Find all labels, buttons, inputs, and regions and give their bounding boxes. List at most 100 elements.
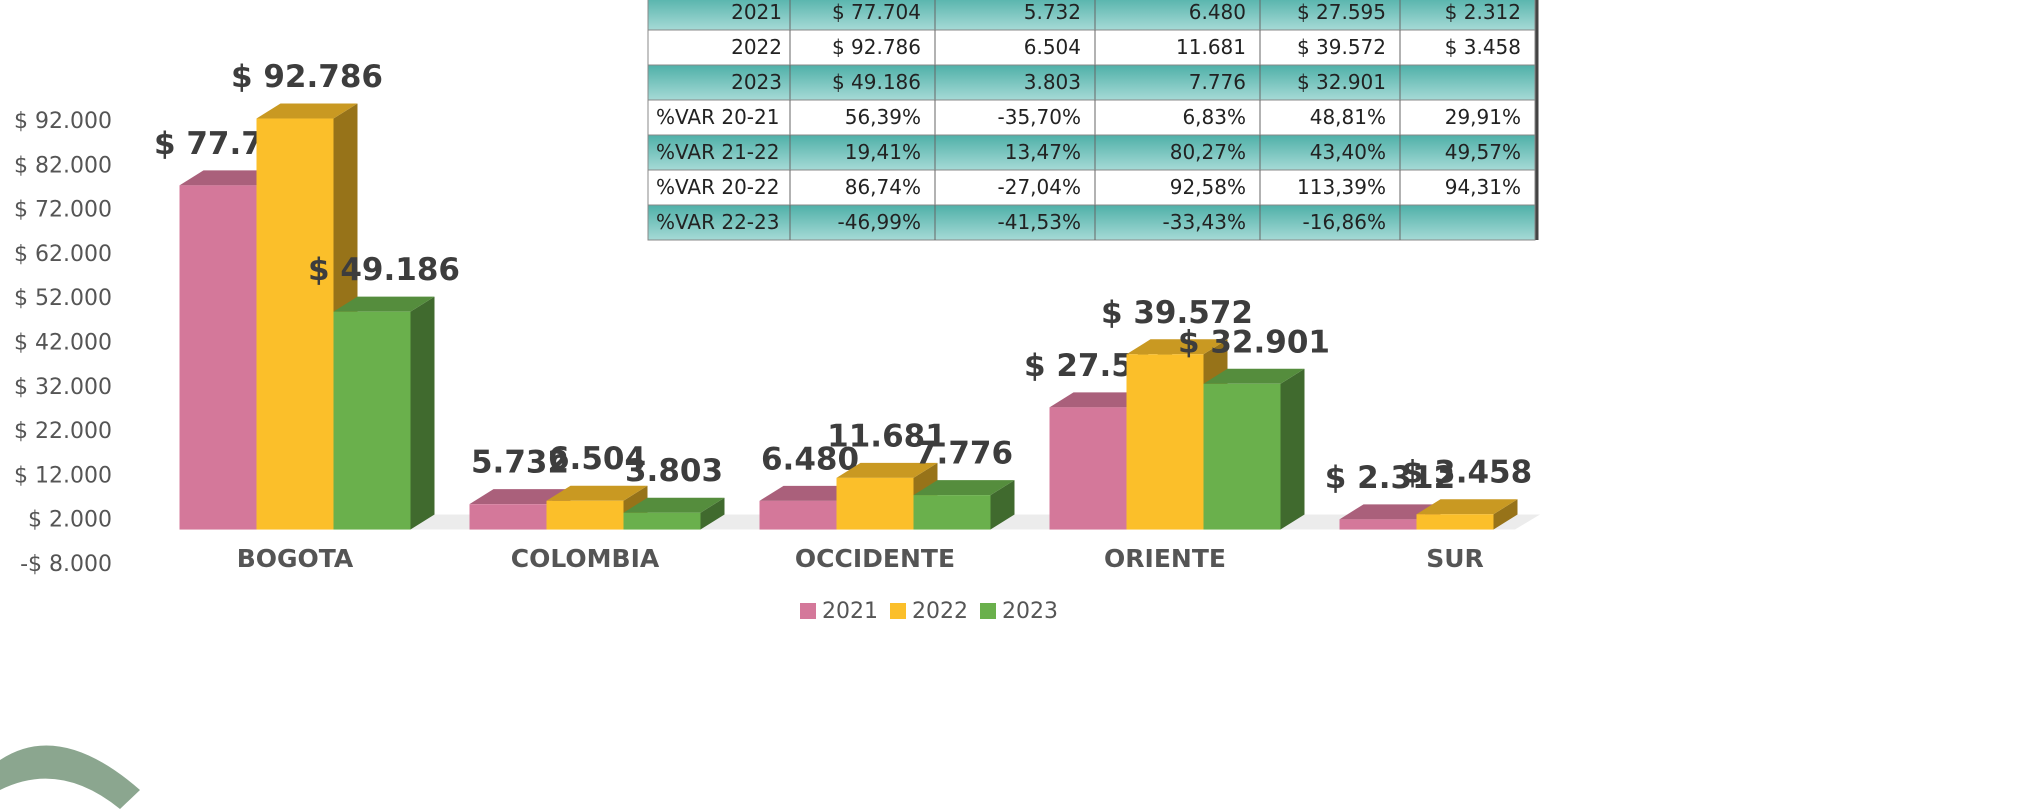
table-cell: $ 77.704 — [832, 0, 921, 24]
data-label: $ 2.312 — [1325, 460, 1455, 496]
data-label: $ 92.786 — [231, 59, 383, 95]
decoration — [0, 745, 140, 809]
bar-top — [546, 485, 648, 501]
y-tick-label: $ 32.000 — [14, 375, 112, 400]
bar-top — [1126, 339, 1228, 355]
bar-side — [990, 480, 1015, 530]
bar-top — [1203, 368, 1305, 384]
table-cell: -33,43% — [1163, 210, 1246, 234]
legend-label: 2023 — [1002, 599, 1058, 624]
bar-top — [913, 480, 1015, 496]
data-label: 11.681 — [827, 418, 947, 454]
table-row — [647, 29, 1536, 66]
x-tick-label: SUR — [1426, 544, 1484, 573]
table-cell: 7.776 — [1189, 70, 1246, 94]
bar — [759, 500, 837, 530]
bar — [1339, 519, 1417, 530]
table-cell: 48,81% — [1310, 105, 1386, 129]
y-tick-label: $ 42.000 — [14, 331, 112, 356]
table-row — [647, 0, 1536, 31]
table-cell: -41,53% — [998, 210, 1081, 234]
bar-top — [469, 489, 571, 505]
table-cell: $ 32.901 — [1297, 70, 1386, 94]
y-tick-label: $ 2.000 — [28, 508, 112, 533]
y-tick-label: $ 82.000 — [14, 153, 112, 178]
legend-swatch — [890, 603, 906, 619]
table-cell: $ 49.186 — [832, 70, 921, 94]
table-cell: 6,83% — [1182, 105, 1246, 129]
data-label: $ 39.572 — [1101, 295, 1253, 331]
bar — [913, 495, 991, 530]
table-cell: 2021 — [731, 0, 782, 24]
legend-swatch — [980, 603, 996, 619]
x-tick-label: COLOMBIA — [511, 544, 660, 573]
table-cell: $ 3.458 — [1445, 35, 1521, 59]
bar — [179, 185, 257, 530]
table-cell: %VAR 20-21 — [656, 105, 779, 129]
table-cell: 11.681 — [1176, 35, 1246, 59]
table-cell: $ 27.595 — [1297, 0, 1386, 24]
data-label: 6.504 — [548, 441, 646, 477]
bar — [546, 500, 624, 530]
table-cell: 2022 — [731, 35, 782, 59]
bar — [469, 504, 547, 530]
bar-top — [333, 296, 435, 312]
table-cell: 2023 — [731, 70, 782, 94]
table-cell: %VAR 21-22 — [656, 140, 779, 164]
table-cell: 43,40% — [1310, 140, 1386, 164]
bar — [333, 311, 411, 530]
table-cell: %VAR 22-23 — [656, 210, 779, 234]
data-label: 3.803 — [625, 453, 723, 489]
table-cell: 19,41% — [845, 140, 921, 164]
bar — [623, 512, 701, 530]
x-tick-label: OCCIDENTE — [795, 544, 955, 573]
data-label: $ 49.186 — [308, 252, 460, 288]
y-tick-label: $ 62.000 — [14, 242, 112, 267]
legend-swatch — [800, 603, 816, 619]
data-label: $ 32.901 — [1178, 324, 1330, 360]
bar — [1049, 407, 1127, 530]
data-label: 6.480 — [761, 441, 859, 477]
table-cell: 56,39% — [845, 105, 921, 129]
table-cell: $ 39.572 — [1297, 35, 1386, 59]
y-tick-label: -$ 8.000 — [20, 552, 112, 577]
bar-top — [1339, 504, 1441, 520]
y-tick-label: $ 22.000 — [14, 419, 112, 444]
bar-side — [1493, 499, 1518, 530]
table-cell: 80,27% — [1170, 140, 1246, 164]
x-tick-label: ORIENTE — [1104, 544, 1226, 573]
table-cell: 6.504 — [1024, 35, 1081, 59]
table-cell: -35,70% — [998, 105, 1081, 129]
y-tick-label: $ 52.000 — [14, 286, 112, 311]
legend-label: 2022 — [912, 599, 968, 624]
table-row — [647, 134, 1536, 171]
table-cell: 86,74% — [845, 175, 921, 199]
table-cell: %VAR 20-22 — [656, 175, 779, 199]
table-row — [647, 99, 1536, 136]
bar-top — [759, 485, 861, 501]
table-cell: $ 92.786 — [832, 35, 921, 59]
table-cell: 3.803 — [1024, 70, 1081, 94]
bar — [1203, 383, 1281, 530]
bar-top — [623, 497, 725, 513]
table-cell: -16,86% — [1303, 210, 1386, 234]
bar-side — [410, 296, 435, 530]
y-tick-label: $ 12.000 — [14, 463, 112, 488]
x-tick-label: BOGOTA — [237, 544, 354, 573]
legend-label: 2021 — [822, 599, 878, 624]
table-cell: -46,99% — [838, 210, 921, 234]
y-tick-label: $ 72.000 — [14, 198, 112, 223]
table-row — [647, 204, 1536, 241]
bar — [256, 118, 334, 530]
bar-top — [1416, 499, 1518, 515]
table-cell: -27,04% — [998, 175, 1081, 199]
table-cell: 92,58% — [1170, 175, 1246, 199]
table-row — [647, 169, 1536, 206]
bar-top — [179, 170, 281, 186]
bar-top — [836, 462, 938, 478]
table-cell: 113,39% — [1297, 175, 1386, 199]
bar-top — [256, 103, 358, 119]
y-tick-label: $ 92.000 — [14, 109, 112, 134]
bar-side — [700, 497, 725, 530]
